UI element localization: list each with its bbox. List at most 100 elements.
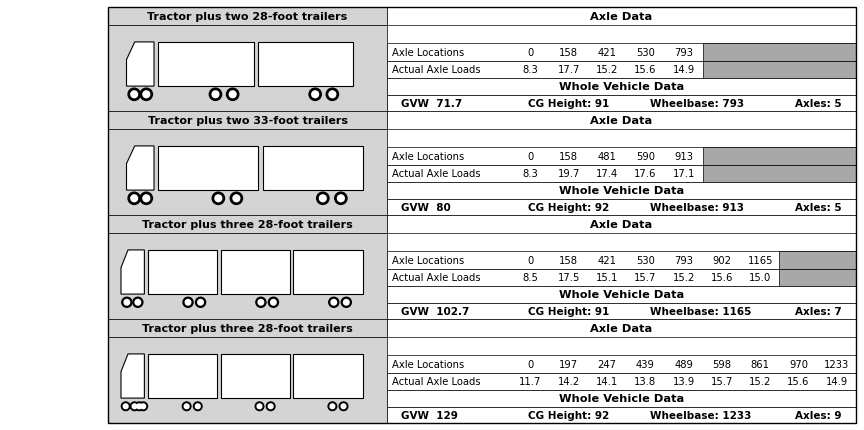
Polygon shape bbox=[126, 147, 154, 190]
Text: 14.1: 14.1 bbox=[596, 376, 618, 386]
Circle shape bbox=[231, 193, 243, 205]
FancyBboxPatch shape bbox=[148, 354, 217, 398]
FancyBboxPatch shape bbox=[387, 303, 856, 319]
Circle shape bbox=[195, 404, 200, 408]
Text: 8.3: 8.3 bbox=[523, 65, 538, 75]
Text: 19.7: 19.7 bbox=[557, 169, 580, 179]
FancyBboxPatch shape bbox=[702, 61, 856, 79]
Text: Axles: 5: Axles: 5 bbox=[795, 99, 842, 109]
Circle shape bbox=[194, 402, 202, 411]
Text: 0: 0 bbox=[527, 359, 534, 369]
Text: 421: 421 bbox=[598, 48, 617, 58]
Circle shape bbox=[328, 402, 337, 411]
Text: Whole Vehicle Data: Whole Vehicle Data bbox=[559, 186, 684, 196]
Circle shape bbox=[340, 402, 348, 411]
Text: 970: 970 bbox=[789, 359, 808, 369]
Circle shape bbox=[124, 300, 130, 305]
Circle shape bbox=[209, 89, 221, 101]
Circle shape bbox=[195, 298, 206, 307]
Text: Wheelbase: 1165: Wheelbase: 1165 bbox=[650, 306, 751, 316]
Circle shape bbox=[139, 402, 148, 411]
Text: GVW  80: GVW 80 bbox=[401, 203, 451, 212]
FancyBboxPatch shape bbox=[387, 319, 856, 338]
Text: Axle Data: Axle Data bbox=[590, 220, 652, 230]
Circle shape bbox=[133, 298, 143, 307]
FancyBboxPatch shape bbox=[108, 112, 387, 130]
Text: 17.1: 17.1 bbox=[672, 169, 695, 179]
Circle shape bbox=[270, 300, 276, 305]
Circle shape bbox=[121, 402, 130, 411]
Text: Whole Vehicle Data: Whole Vehicle Data bbox=[559, 290, 684, 300]
Text: 17.5: 17.5 bbox=[557, 273, 580, 283]
FancyBboxPatch shape bbox=[387, 182, 856, 200]
Text: 17.7: 17.7 bbox=[557, 65, 580, 75]
Circle shape bbox=[269, 298, 278, 307]
FancyBboxPatch shape bbox=[108, 215, 387, 233]
Text: Axle Data: Axle Data bbox=[590, 116, 652, 126]
Text: 247: 247 bbox=[598, 359, 617, 369]
Circle shape bbox=[229, 92, 236, 98]
Text: 1233: 1233 bbox=[824, 359, 849, 369]
Circle shape bbox=[130, 92, 137, 98]
Text: 15.0: 15.0 bbox=[749, 273, 772, 283]
Text: Tractor plus two 33-foot trailers: Tractor plus two 33-foot trailers bbox=[148, 116, 347, 126]
Text: 1165: 1165 bbox=[747, 255, 773, 265]
Circle shape bbox=[266, 402, 275, 411]
FancyBboxPatch shape bbox=[108, 338, 387, 423]
Circle shape bbox=[213, 193, 225, 205]
Circle shape bbox=[341, 298, 352, 307]
Text: Actual Axle Loads: Actual Axle Loads bbox=[391, 273, 480, 283]
Circle shape bbox=[141, 404, 145, 408]
Text: Tractor plus two 28-foot trailers: Tractor plus two 28-foot trailers bbox=[148, 12, 347, 22]
FancyBboxPatch shape bbox=[108, 130, 387, 215]
Text: 15.1: 15.1 bbox=[596, 273, 619, 283]
FancyBboxPatch shape bbox=[294, 250, 363, 295]
Text: Tractor plus three 28-foot trailers: Tractor plus three 28-foot trailers bbox=[142, 220, 353, 230]
Text: 13.9: 13.9 bbox=[672, 376, 695, 386]
Text: 15.7: 15.7 bbox=[634, 273, 657, 283]
Circle shape bbox=[341, 404, 346, 408]
Text: GVW  102.7: GVW 102.7 bbox=[401, 306, 469, 316]
FancyBboxPatch shape bbox=[294, 354, 363, 398]
Circle shape bbox=[344, 300, 349, 305]
FancyBboxPatch shape bbox=[108, 233, 387, 319]
FancyBboxPatch shape bbox=[387, 407, 856, 423]
FancyBboxPatch shape bbox=[387, 215, 856, 233]
FancyBboxPatch shape bbox=[158, 147, 258, 190]
Text: 15.2: 15.2 bbox=[672, 273, 695, 283]
Text: 158: 158 bbox=[559, 48, 578, 58]
FancyBboxPatch shape bbox=[387, 8, 856, 26]
Text: 598: 598 bbox=[713, 359, 732, 369]
Text: 13.8: 13.8 bbox=[634, 376, 657, 386]
Text: Wheelbase: 793: Wheelbase: 793 bbox=[650, 99, 744, 109]
FancyBboxPatch shape bbox=[702, 148, 856, 165]
FancyBboxPatch shape bbox=[263, 147, 363, 190]
Circle shape bbox=[226, 89, 238, 101]
Text: 8.5: 8.5 bbox=[523, 273, 538, 283]
Circle shape bbox=[132, 404, 137, 408]
Circle shape bbox=[331, 300, 337, 305]
Text: 14.9: 14.9 bbox=[826, 376, 848, 386]
Text: 489: 489 bbox=[674, 359, 693, 369]
Text: 530: 530 bbox=[636, 255, 655, 265]
FancyBboxPatch shape bbox=[387, 79, 856, 95]
FancyBboxPatch shape bbox=[702, 165, 856, 182]
FancyBboxPatch shape bbox=[220, 250, 290, 295]
Text: Axle Data: Axle Data bbox=[590, 323, 652, 333]
Circle shape bbox=[124, 404, 128, 408]
Text: Axle Locations: Axle Locations bbox=[391, 255, 464, 265]
Circle shape bbox=[320, 196, 327, 202]
Text: 793: 793 bbox=[674, 255, 693, 265]
Circle shape bbox=[329, 92, 336, 98]
FancyBboxPatch shape bbox=[779, 252, 856, 269]
Circle shape bbox=[130, 196, 137, 202]
Circle shape bbox=[182, 402, 191, 411]
FancyBboxPatch shape bbox=[702, 44, 856, 61]
Polygon shape bbox=[126, 43, 154, 87]
Text: 481: 481 bbox=[598, 152, 617, 162]
FancyBboxPatch shape bbox=[387, 44, 856, 61]
Circle shape bbox=[334, 193, 347, 205]
FancyBboxPatch shape bbox=[387, 148, 856, 165]
Text: 197: 197 bbox=[559, 359, 578, 369]
Text: Actual Axle Loads: Actual Axle Loads bbox=[391, 169, 480, 179]
